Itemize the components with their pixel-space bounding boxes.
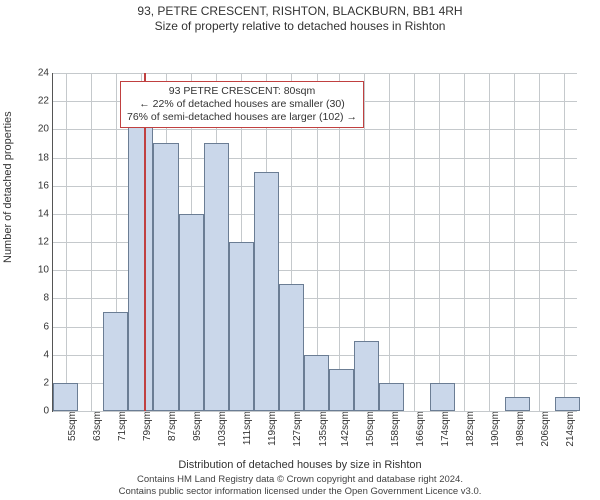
gridline-v [539,73,540,411]
gridline-v [564,73,565,411]
gridline-v [514,73,515,411]
histogram-bar [103,312,128,411]
x-tick-label: 119sqm [266,411,278,446]
x-tick-label: 87sqm [166,411,178,441]
x-tick-label: 79sqm [141,411,153,441]
histogram-bar [329,369,354,411]
x-tick-label: 174sqm [439,411,451,447]
histogram-bar [304,355,329,411]
x-tick-label: 198sqm [514,411,526,447]
y-tick-label: 20 [38,124,53,135]
histogram-bar [229,242,254,411]
x-tick-label: 150sqm [364,411,376,447]
callout-box: 93 PETRE CRESCENT: 80sqm ← 22% of detach… [120,81,364,128]
y-tick-label: 4 [43,349,53,360]
footer-line2: Contains public sector information licen… [0,486,600,497]
x-tick-label: 95sqm [191,411,203,441]
histogram-bar [153,143,178,411]
y-tick-label: 10 [38,265,53,276]
histogram-bar [505,397,530,411]
histogram-bar [53,383,78,411]
histogram-bar [354,341,379,411]
histogram-bar [254,172,279,411]
x-tick-label: 71sqm [116,411,128,441]
footer-line1: Contains HM Land Registry data © Crown c… [0,474,600,485]
y-tick-label: 8 [43,293,53,304]
gridline-v [489,73,490,411]
x-tick-label: 111sqm [241,411,253,445]
chart-area: Number of detached properties 0246810121… [0,33,600,453]
histogram-bar [128,101,153,411]
histogram-bar [555,397,580,411]
x-tick-label: 166sqm [414,411,426,447]
gridline-v [464,73,465,411]
y-tick-label: 16 [38,180,53,191]
histogram-bar [379,383,404,411]
x-tick-label: 103sqm [216,411,228,447]
callout-line1: 93 PETRE CRESCENT: 80sqm [127,85,357,98]
x-tick-label: 190sqm [489,411,501,447]
x-tick-label: 55sqm [66,411,78,441]
y-tick-label: 6 [43,321,53,332]
x-tick-label: 158sqm [389,411,401,447]
gridline-h [53,411,577,412]
y-tick-label: 24 [38,68,53,79]
histogram-bar [179,214,204,411]
x-tick-label: 63sqm [91,411,103,441]
y-tick-label: 12 [38,237,53,248]
histogram-bar [204,143,229,411]
gridline-h [53,73,577,74]
title-block: 93, PETRE CRESCENT, RISHTON, BLACKBURN, … [0,0,600,33]
histogram-bar [279,284,304,411]
x-axis-label: Distribution of detached houses by size … [0,459,600,471]
y-tick-label: 14 [38,208,53,219]
x-tick-label: 142sqm [339,411,351,447]
callout-line2: ← 22% of detached houses are smaller (30… [127,98,357,111]
footer-attribution: Contains HM Land Registry data © Crown c… [0,474,600,497]
x-tick-label: 127sqm [291,411,303,447]
x-tick-label: 214sqm [564,411,576,447]
x-tick-label: 206sqm [539,411,551,447]
title-sub: Size of property relative to detached ho… [0,19,600,33]
callout-line3: 76% of semi-detached houses are larger (… [127,111,357,124]
y-axis-label: Number of detached properties [2,111,14,263]
gridline-v [66,73,67,411]
y-tick-label: 2 [43,377,53,388]
gridline-v [91,73,92,411]
histogram-bar [430,383,455,411]
x-tick-label: 135sqm [317,411,329,447]
x-tick-label: 182sqm [464,411,476,447]
y-tick-label: 0 [43,406,53,417]
title-main: 93, PETRE CRESCENT, RISHTON, BLACKBURN, … [0,4,600,18]
y-tick-label: 18 [38,152,53,163]
gridline-v [389,73,390,411]
gridline-v [439,73,440,411]
gridline-v [414,73,415,411]
y-tick-label: 22 [38,96,53,107]
